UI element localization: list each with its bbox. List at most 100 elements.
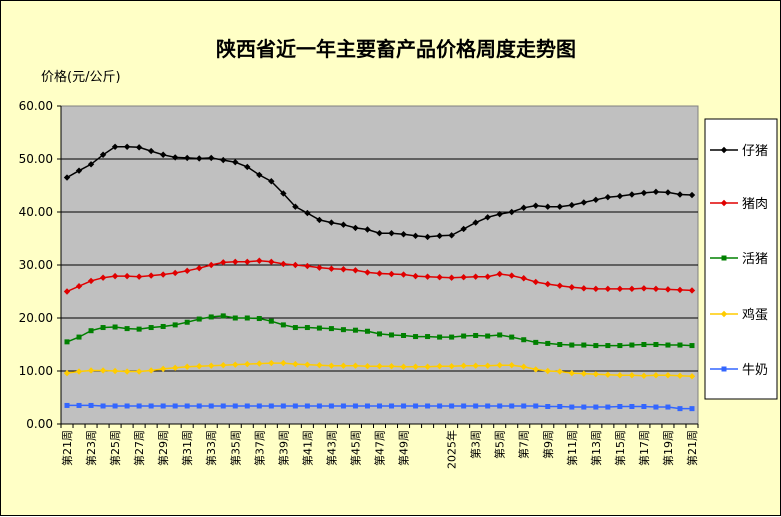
data-point [87, 161, 95, 168]
data-point [640, 285, 648, 292]
data-point [460, 362, 467, 369]
data-point [521, 403, 527, 409]
data-point [136, 326, 142, 332]
data-point [400, 271, 407, 278]
data-point [123, 143, 131, 151]
data-point [532, 278, 539, 286]
data-point [544, 280, 551, 288]
data-point [484, 214, 491, 221]
data-point [569, 342, 575, 348]
data-point [568, 284, 576, 291]
data-point [232, 403, 238, 409]
data-point [592, 285, 600, 293]
data-point [316, 216, 323, 224]
data-point [111, 143, 119, 151]
data-point [340, 266, 347, 273]
x-tick-label: 2025年 [445, 430, 459, 469]
data-point [676, 191, 684, 198]
data-point [400, 231, 407, 238]
data-point [99, 151, 107, 158]
data-point [280, 322, 286, 328]
data-point [208, 362, 215, 369]
legend-marker [721, 366, 727, 372]
data-point [400, 363, 407, 370]
data-point [184, 403, 190, 409]
data-point [604, 193, 612, 201]
x-tick-label: 第25周 [108, 430, 122, 466]
data-point [316, 361, 323, 369]
data-point [184, 319, 190, 325]
x-tick-label: 第35周 [228, 430, 242, 466]
data-point [604, 285, 612, 293]
x-tick-label: 第45周 [348, 430, 362, 466]
data-point [424, 273, 431, 280]
data-point [689, 406, 695, 412]
x-tick-label: 第29周 [156, 430, 170, 466]
data-point [532, 366, 539, 373]
legend-box [704, 118, 778, 400]
data-point [388, 270, 395, 278]
y-tick-label: 0.00 [26, 417, 53, 431]
legend-label: 活猪 [742, 252, 768, 267]
data-point [220, 156, 227, 164]
data-point [172, 322, 178, 328]
data-point [124, 403, 130, 409]
legend-marker [720, 310, 728, 318]
data-point [268, 258, 275, 266]
data-point [244, 163, 251, 171]
data-point [292, 360, 299, 368]
data-point [280, 190, 287, 197]
data-point [448, 274, 455, 281]
data-point [292, 403, 298, 409]
y-axis-label: 价格(元/公斤) [41, 69, 121, 85]
data-point [616, 372, 624, 379]
data-point [280, 260, 287, 268]
data-point [653, 404, 659, 410]
data-point [605, 404, 611, 410]
data-point [208, 154, 215, 162]
data-point [676, 286, 684, 294]
data-point [652, 188, 660, 196]
data-point [183, 154, 191, 162]
data-point [316, 403, 322, 409]
legend-marker [721, 255, 727, 261]
x-tick-label: 第23周 [84, 430, 98, 466]
data-point [135, 144, 143, 151]
data-point [664, 189, 672, 196]
data-point [256, 257, 263, 264]
data-point [196, 316, 202, 322]
data-point [352, 403, 358, 409]
data-point [545, 404, 551, 410]
data-point [593, 404, 599, 410]
y-tick-label: 50.00 [19, 152, 53, 166]
data-point [604, 371, 612, 378]
data-point [148, 325, 154, 331]
legend-label: 牛奶 [742, 363, 768, 378]
data-point [244, 403, 250, 409]
data-point [148, 403, 154, 409]
legend-item: 牛奶 [710, 363, 768, 378]
data-point [388, 230, 395, 237]
x-tick-label: 第27周 [132, 430, 146, 466]
y-tick-label: 10.00 [19, 364, 53, 378]
data-point [220, 313, 226, 319]
data-point [616, 192, 624, 200]
data-point [412, 232, 419, 240]
data-point [472, 362, 479, 369]
data-point [640, 189, 648, 197]
y-tick-label: 40.00 [19, 205, 53, 219]
data-point [256, 316, 262, 322]
x-tick-label: 第11周 [565, 430, 579, 466]
data-point [88, 402, 94, 408]
data-point [629, 404, 635, 410]
data-point [100, 325, 106, 331]
grid-lines [61, 158, 698, 372]
data-point [617, 343, 623, 349]
data-point [508, 208, 515, 216]
data-point [688, 191, 696, 199]
data-point [557, 342, 563, 347]
data-point [557, 404, 563, 410]
